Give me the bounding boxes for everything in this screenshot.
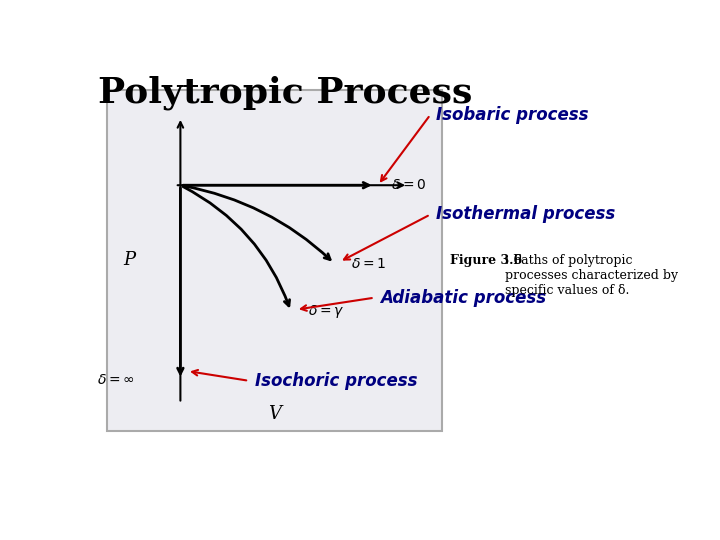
Text: : Paths of polytropic
processes characterized by
specific values of δ.: : Paths of polytropic processes characte… — [505, 254, 678, 297]
Text: $\delta = 1$: $\delta = 1$ — [351, 256, 387, 271]
Text: Figure 3.6: Figure 3.6 — [450, 254, 522, 267]
Text: Isothermal process: Isothermal process — [436, 206, 615, 224]
Text: Isochoric process: Isochoric process — [255, 372, 417, 390]
Text: $\delta = \gamma$: $\delta = \gamma$ — [307, 303, 344, 320]
Text: Polytropic Process: Polytropic Process — [98, 75, 472, 110]
Text: P: P — [123, 251, 135, 269]
Bar — [107, 90, 441, 431]
Text: V: V — [268, 405, 281, 423]
Text: Isobaric process: Isobaric process — [436, 106, 588, 124]
Text: $\delta = \infty$: $\delta = \infty$ — [96, 373, 134, 387]
Text: $\delta = 0$: $\delta = 0$ — [392, 178, 427, 192]
Text: Adiabatic process: Adiabatic process — [380, 289, 546, 307]
